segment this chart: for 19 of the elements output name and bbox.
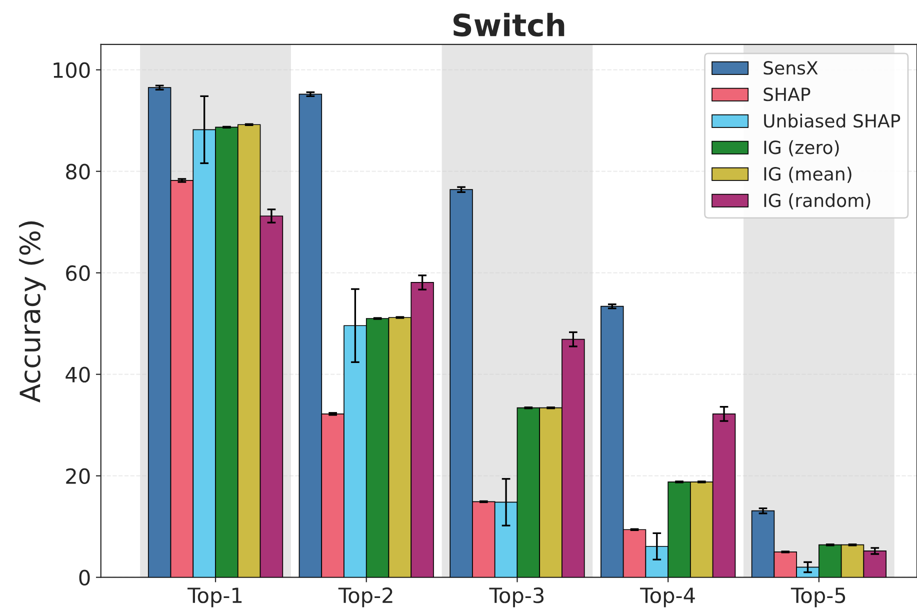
legend-label: SensX	[764, 61, 818, 75]
legend-label: IG (random)	[764, 193, 870, 210]
y-tick-label: 80	[66, 164, 90, 180]
legend-label: SHAP	[764, 88, 810, 102]
x-tick-label: Top-2	[338, 587, 392, 608]
legend-label: IG (mean)	[764, 166, 852, 183]
y-tick-label: 20	[66, 468, 90, 484]
legend-label: Unbiased SHAP	[764, 114, 900, 128]
x-tick-label: Top-3	[489, 587, 544, 608]
y-tick-label: 40	[66, 366, 90, 383]
x-tick-label: Top-1	[187, 588, 242, 608]
legend-label: IG (zero)	[764, 140, 839, 156]
x-tick-label: Top-4	[640, 588, 695, 608]
y-tick-label: 100	[54, 62, 90, 78]
y-tick-label: 0	[79, 570, 90, 586]
y-axis-title: Accuracy (%)	[18, 221, 46, 403]
x-tick-label: Top-5	[790, 588, 846, 608]
chart-title: Switch	[454, 12, 564, 37]
y-tick-label: 60	[66, 265, 90, 282]
